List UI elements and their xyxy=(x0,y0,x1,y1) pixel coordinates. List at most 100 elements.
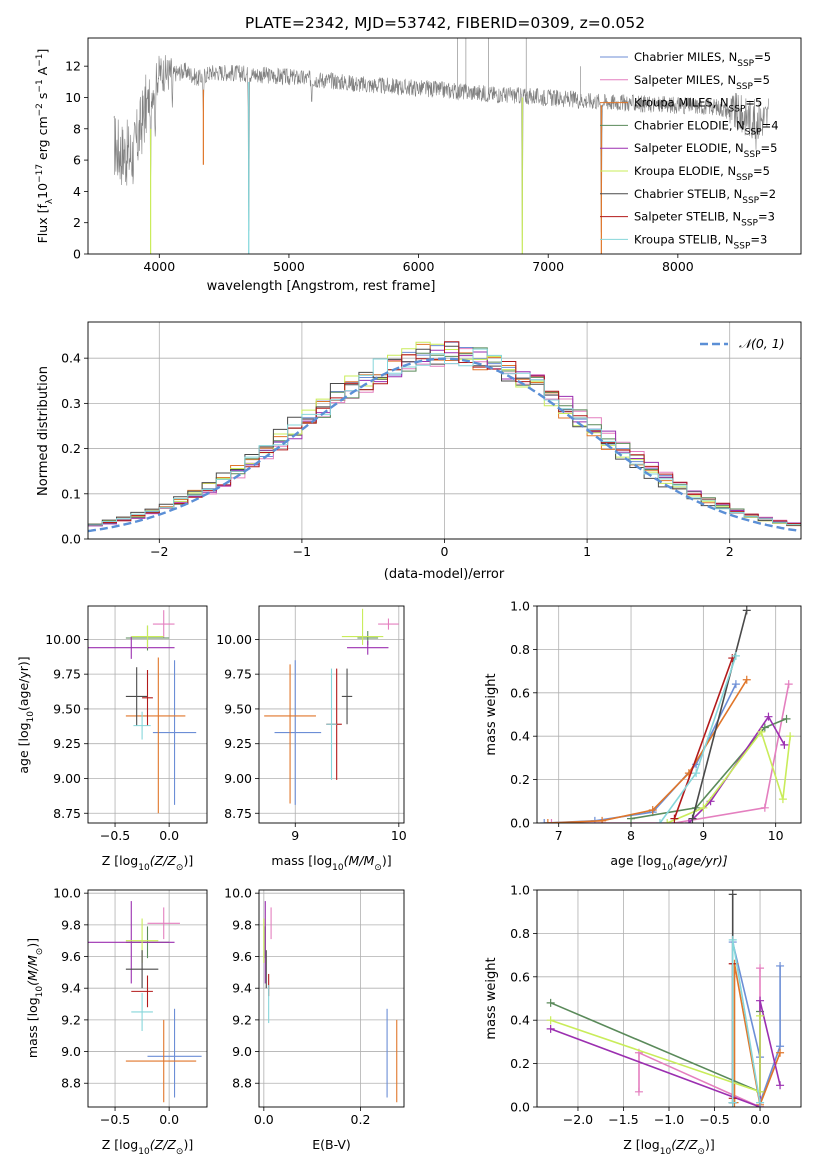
series-marker xyxy=(756,1011,765,1020)
x-tick-label: 0.0 xyxy=(254,1112,274,1127)
residuals-y-label: Normed distribution xyxy=(36,366,51,496)
age-vs-mass-ticks: 9 10 8.75 9.00 9.25 9.50 9.75 10.00 xyxy=(216,632,407,843)
errorbar-point xyxy=(125,950,159,989)
errorbar-point xyxy=(147,1008,202,1098)
reference-legend-label: 𝒩(0, 1) xyxy=(739,336,785,351)
series-marker xyxy=(780,740,789,749)
y-tick-label: 0.2 xyxy=(510,1056,530,1071)
y-tick-label: 0.8 xyxy=(510,926,530,941)
y-tick-label: 8.8 xyxy=(232,1076,252,1091)
y-tick-label: 0.8 xyxy=(510,642,530,657)
mass-weight-vs-age-ticks: 7 8 9 10 0.0 0.2 0.4 0.6 0.8 1.0 xyxy=(510,599,784,844)
x-tick-label: −2.0 xyxy=(563,1112,593,1127)
y-tick-label: 8.8 xyxy=(61,1076,81,1091)
y-tick-label: 9.50 xyxy=(224,701,252,716)
y-tick-label: 9.0 xyxy=(232,1044,252,1059)
series-line xyxy=(550,1015,761,1093)
series-marker xyxy=(731,651,740,660)
legend-label: Salpeter MILES, NSSP=5 xyxy=(634,73,770,92)
series-marker xyxy=(776,1048,785,1057)
series-marker xyxy=(546,1024,555,1033)
x-tick-label: −0.5 xyxy=(699,1112,729,1127)
y-tick-label: 10 xyxy=(65,90,81,105)
series-line xyxy=(733,963,781,1107)
panel-mass-weight-vs-age: 7 8 9 10 0.0 0.2 0.4 0.6 0.8 1.0 age [log10(age/yr… xyxy=(484,599,802,873)
mass-vs-Z-ticks: −0.5 0.0 8.8 9.0 9.2 9.4 9.6 9.8 10.0 xyxy=(53,886,179,1127)
errorbar-point xyxy=(274,660,322,805)
panel-mass-weight-vs-Z: −2.0 −1.5 −1.0 −0.5 0.0 0.0 0.2 0.4 0.6 0.8 1.0 Z [… xyxy=(484,883,802,1157)
y-tick-label: 9.75 xyxy=(224,667,252,682)
y-tick-label: 9.2 xyxy=(232,1012,252,1027)
y-tick-label: 9.2 xyxy=(61,1012,81,1027)
mass-weight-vs-age-y-label: mass weight xyxy=(484,673,499,755)
y-tick-label: 12 xyxy=(65,59,81,74)
y-tick-label: 6 xyxy=(73,153,81,168)
y-tick-label: 8.75 xyxy=(224,806,252,821)
y-tick-label: 8.75 xyxy=(53,806,81,821)
mass-vs-Z-y-label: mass [log10(M/M⊙)] xyxy=(25,938,45,1058)
errorbar-point xyxy=(88,901,175,984)
series-marker xyxy=(776,961,785,970)
y-tick-label: 9.25 xyxy=(224,736,252,751)
series-marker xyxy=(786,732,795,741)
y-tick-label: 0.0 xyxy=(510,1100,530,1115)
y-tick-label: 9.25 xyxy=(53,736,81,751)
y-tick-label: 9.00 xyxy=(53,771,81,786)
errorbar-point xyxy=(347,640,389,655)
series-marker xyxy=(648,805,657,814)
series-marker xyxy=(764,712,773,721)
series-marker xyxy=(540,819,549,823)
x-tick-label: 0.2 xyxy=(351,1112,371,1127)
series-marker xyxy=(776,1081,785,1090)
legend-label: Salpeter ELODIE, NSSP=5 xyxy=(634,141,777,160)
spectrum-ticks: 4000 5000 6000 7000 8000 0 2 4 6 8 10 12 xyxy=(65,59,694,274)
series-marker xyxy=(728,1098,737,1107)
age-vs-Z-y-label: age [log10(age/yr)] xyxy=(16,656,36,773)
x-tick-label: 8 xyxy=(627,828,635,843)
normal-reference-curve xyxy=(88,357,799,533)
series-marker xyxy=(688,814,697,823)
x-tick-label: 9 xyxy=(699,828,707,843)
panel-residuals: −2 −1 0 1 2 0.0 0.1 0.2 0.3 0.4 𝒩(0, 1) (data-model… xyxy=(36,321,802,582)
mass-vs-Z-x-label: Z [log10(Z/Z⊙)] xyxy=(102,1137,193,1157)
series-marker xyxy=(756,1098,765,1107)
y-tick-label: 0.2 xyxy=(510,772,530,787)
series-marker xyxy=(760,803,769,812)
series-marker xyxy=(757,727,766,736)
mass-weight-vs-Z-ticks: −2.0 −1.5 −1.0 −0.5 0.0 0.0 0.2 0.4 0.6 0.8 1.0 xyxy=(510,883,770,1128)
y-tick-label: 0 xyxy=(73,247,81,262)
y-tick-label: 9.6 xyxy=(61,949,81,964)
series-marker xyxy=(728,890,737,899)
errorbar-point xyxy=(341,608,384,645)
x-tick-label: −1 xyxy=(293,544,311,559)
mass-weight-series xyxy=(543,675,751,823)
age-vs-mass-frame xyxy=(258,605,405,824)
x-tick-label: −0.5 xyxy=(100,828,130,843)
x-tick-label: 9 xyxy=(291,828,299,843)
series-marker xyxy=(684,819,693,823)
series-marker xyxy=(742,606,751,615)
y-tick-label: 0.0 xyxy=(510,816,530,831)
legend-label: Kroupa STELIB, NSSP=3 xyxy=(634,232,767,251)
y-tick-label: 0.6 xyxy=(510,685,530,700)
series-line xyxy=(550,1002,761,1094)
y-tick-label: 10.00 xyxy=(216,632,252,647)
y-tick-label: 4 xyxy=(73,184,81,199)
mass-weight-series xyxy=(547,680,793,823)
errorbar-point xyxy=(142,669,153,726)
spectrum-x-label: wavelength [Angstrom, rest frame] xyxy=(207,279,436,294)
y-tick-label: 2 xyxy=(73,215,81,230)
errorbar-point xyxy=(125,657,186,814)
series-line xyxy=(630,718,787,820)
series-marker xyxy=(546,998,555,1007)
y-tick-label: 9.00 xyxy=(224,771,252,786)
mass-weight-vs-age-x-label: age [log10(age/yr)] xyxy=(610,853,727,873)
legend-label: Chabrier MILES, NSSP=5 xyxy=(634,50,771,69)
series-line xyxy=(551,683,790,823)
mass-vs-Z-frame xyxy=(87,889,208,1108)
y-tick-label: 0.0 xyxy=(61,532,81,547)
series-marker xyxy=(663,819,672,823)
age-vs-Z-ticks: −0.5 0.0 8.75 9.00 9.25 9.50 9.75 10.00 xyxy=(45,632,179,843)
series-marker xyxy=(598,816,607,823)
